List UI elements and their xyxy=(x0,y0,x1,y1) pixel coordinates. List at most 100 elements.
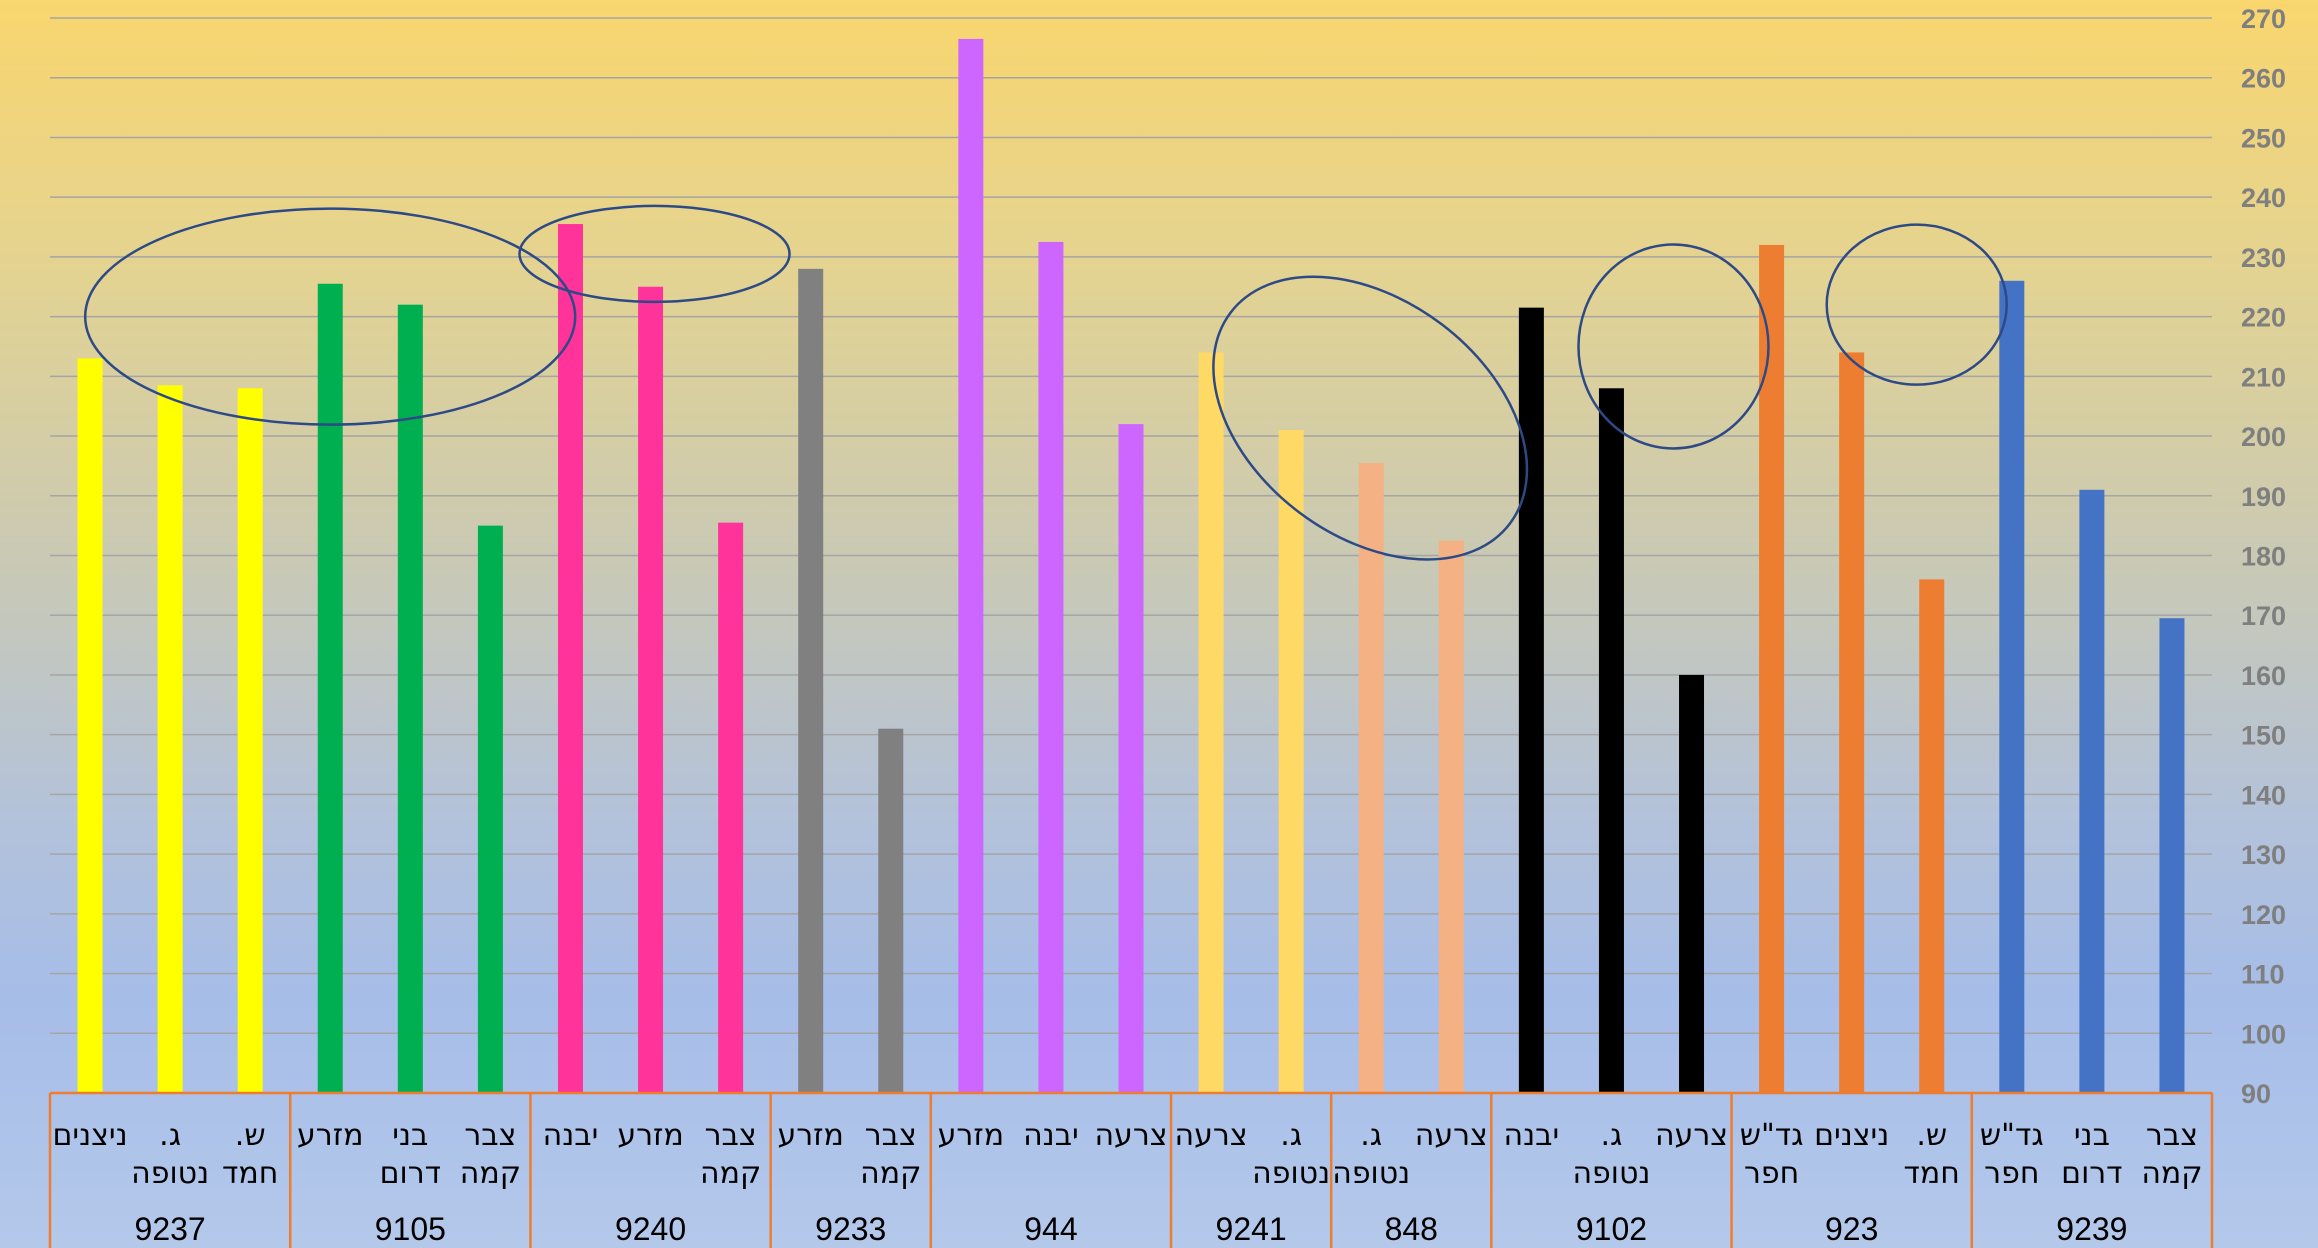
category-label: צרעה xyxy=(1175,1118,1248,1153)
category-label: צבר xyxy=(705,1118,757,1153)
y-tick-label: 210 xyxy=(2241,362,2286,392)
category-label: נטופה xyxy=(1332,1156,1410,1191)
bar xyxy=(798,268,824,1093)
y-tick-label: 230 xyxy=(2241,243,2286,273)
y-tick-label: 140 xyxy=(2241,780,2286,810)
category-label: מזרע xyxy=(777,1118,843,1153)
category-label: צבר xyxy=(2146,1118,2198,1153)
y-tick-label: 190 xyxy=(2241,482,2286,512)
y-tick-label: 100 xyxy=(2241,1019,2286,1049)
category-label: צרעה xyxy=(1415,1118,1488,1153)
bar xyxy=(237,388,263,1093)
category-label: נטופה xyxy=(131,1156,209,1191)
highlight-ellipse xyxy=(1577,243,1770,450)
category-label: יבנה xyxy=(1023,1118,1079,1153)
group-label: 923 xyxy=(1825,1211,1878,1247)
category-label: יבנה xyxy=(1504,1118,1560,1153)
bar xyxy=(2159,618,2185,1093)
category-label: קמה xyxy=(460,1156,521,1191)
highlight-ellipse xyxy=(1825,223,2008,386)
bar xyxy=(1839,352,1865,1093)
y-tick-label: 110 xyxy=(2241,960,2285,990)
category-label: קמה xyxy=(2141,1156,2202,1191)
bar xyxy=(1118,424,1144,1094)
bar xyxy=(638,286,664,1093)
category-label: מזרע xyxy=(938,1118,1004,1153)
group-label: 9105 xyxy=(375,1211,446,1247)
category-label: ניצנים xyxy=(1814,1118,1889,1153)
category-label: מזרע xyxy=(617,1118,683,1153)
group-label: 9237 xyxy=(135,1211,206,1247)
bar xyxy=(958,38,984,1093)
y-tick-label: 170 xyxy=(2241,601,2286,631)
highlight-ellipse xyxy=(1212,275,1529,561)
y-axis-ticks: 90 100 110 120 130 140 150 160 170 180 190 200 210 22… xyxy=(2241,4,2286,1109)
category-label: חפר xyxy=(1744,1156,1799,1191)
bar xyxy=(878,728,904,1093)
category-label: צבר xyxy=(865,1118,917,1153)
bar xyxy=(2079,489,2105,1093)
group-label: 9239 xyxy=(2056,1211,2127,1247)
category-label: דרום xyxy=(380,1156,441,1191)
category-label: צבר xyxy=(464,1118,516,1153)
y-tick-label: 270 xyxy=(2241,4,2286,34)
category-label: בני xyxy=(2074,1118,2110,1153)
bar xyxy=(1358,462,1384,1093)
bar xyxy=(1438,540,1464,1093)
bar xyxy=(557,224,583,1093)
category-label: דרום xyxy=(2061,1156,2122,1191)
category-label: חמד xyxy=(222,1156,278,1191)
bar xyxy=(477,525,503,1093)
group-label: 9241 xyxy=(1216,1211,1287,1247)
y-tick-label: 130 xyxy=(2241,840,2286,870)
bar xyxy=(317,283,343,1093)
category-label: מזרע xyxy=(297,1118,363,1153)
group-label: 9240 xyxy=(615,1211,686,1247)
bar xyxy=(1679,674,1705,1093)
y-tick-label: 240 xyxy=(2241,183,2286,213)
y-tick-label: 220 xyxy=(2241,303,2286,333)
category-label: נטופה xyxy=(1252,1156,1330,1191)
y-tick-label: 260 xyxy=(2241,64,2286,94)
highlight-ellipse xyxy=(518,204,791,304)
bar xyxy=(718,522,744,1093)
category-label: נטופה xyxy=(1572,1156,1650,1191)
bar xyxy=(1999,280,2025,1093)
bar xyxy=(1198,352,1224,1093)
category-label: ג. xyxy=(159,1118,181,1153)
bar xyxy=(1598,388,1624,1093)
category-label: צרעה xyxy=(1655,1118,1728,1153)
bar xyxy=(1759,244,1785,1093)
highlight-ellipses xyxy=(83,204,2008,561)
category-label: ג. xyxy=(1280,1118,1302,1153)
category-label: חפר xyxy=(1984,1156,2039,1191)
highlight-ellipse xyxy=(83,207,577,426)
category-label: גד"ש xyxy=(1980,1118,2044,1153)
y-tick-label: 120 xyxy=(2241,900,2286,930)
y-tick-label: 150 xyxy=(2241,721,2286,751)
bars xyxy=(77,38,2185,1094)
group-label: 9233 xyxy=(815,1211,886,1247)
bar xyxy=(1038,241,1064,1094)
bar xyxy=(1278,430,1304,1093)
category-label: ש. xyxy=(1916,1118,1947,1153)
group-label: 9102 xyxy=(1576,1211,1647,1247)
category-label: ג. xyxy=(1600,1118,1622,1153)
bar xyxy=(397,304,423,1094)
y-tick-label: 250 xyxy=(2241,123,2286,153)
bar xyxy=(1518,307,1544,1093)
category-label: קמה xyxy=(700,1156,761,1191)
bar xyxy=(157,385,183,1094)
group-label: 848 xyxy=(1385,1211,1438,1247)
bar xyxy=(77,358,103,1094)
category-label: קמה xyxy=(860,1156,921,1191)
category-label: חמד xyxy=(1904,1156,1960,1191)
category-label: ניצנים xyxy=(52,1118,127,1153)
bar xyxy=(1919,579,1945,1093)
category-label: בני xyxy=(392,1118,428,1153)
category-label: צרעה xyxy=(1094,1118,1167,1153)
category-label: ג. xyxy=(1360,1118,1382,1153)
group-label: 944 xyxy=(1024,1211,1077,1247)
